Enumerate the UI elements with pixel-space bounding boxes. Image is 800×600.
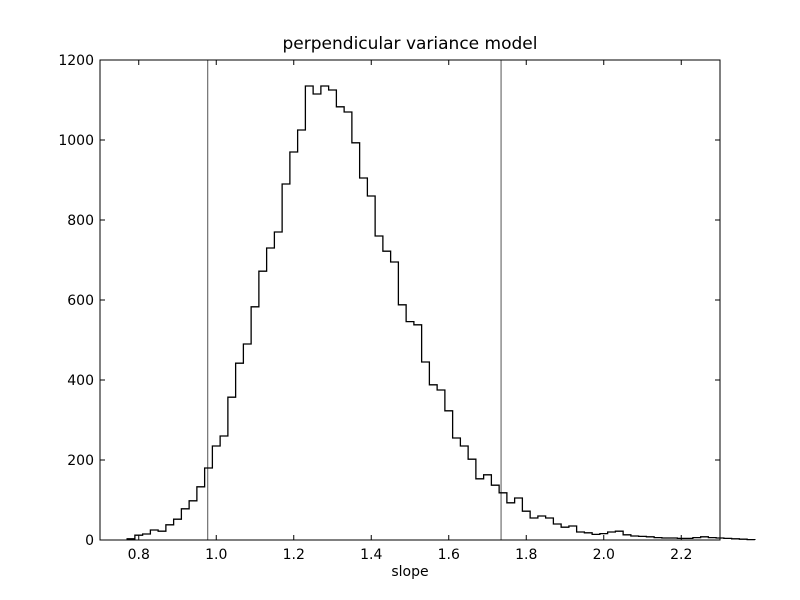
x-tick-label: 1.2 — [283, 547, 305, 563]
x-tick-label: 1.4 — [360, 547, 382, 563]
reference-lines — [207, 60, 502, 540]
x-tick-label: 1.8 — [515, 547, 537, 563]
x-tick-label: 2.0 — [593, 547, 615, 563]
x-axis-label: slope — [391, 564, 428, 580]
y-tick-label: 1200 — [58, 53, 94, 69]
y-tick-label: 400 — [67, 373, 94, 389]
x-tick-label: 1.6 — [438, 547, 460, 563]
y-tick-label: 800 — [67, 213, 94, 229]
chart-title: perpendicular variance model — [283, 34, 538, 54]
x-tick-label: 0.8 — [128, 547, 150, 563]
y-tick-label: 1000 — [58, 133, 94, 149]
y-axis-ticks: 0 200 400 600 800 1000 1200 — [58, 53, 720, 549]
x-tick-label: 2.2 — [670, 547, 692, 563]
plot-area — [100, 60, 720, 540]
x-tick-label: 1.0 — [205, 547, 227, 563]
y-tick-label: 600 — [67, 293, 94, 309]
x-axis-ticks: 0.8 1.0 1.2 1.4 1.6 1.8 2.0 2.2 — [128, 60, 692, 563]
y-tick-label: 0 — [85, 533, 94, 549]
y-tick-label: 200 — [67, 453, 94, 469]
histogram-step-line — [126, 85, 756, 541]
